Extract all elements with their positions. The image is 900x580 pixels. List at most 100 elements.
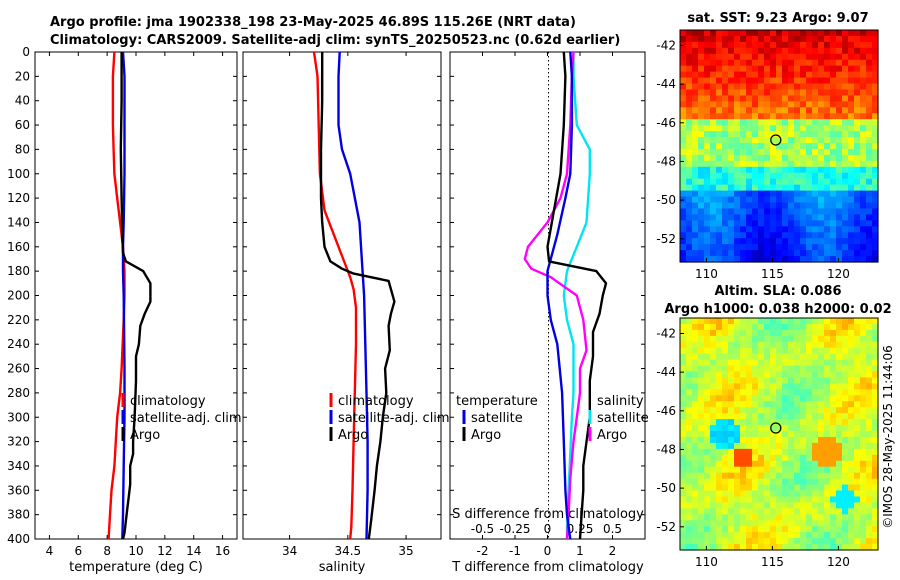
heatmap-cell xyxy=(842,460,849,468)
heatmap-cell xyxy=(692,436,699,444)
heatmap-cell xyxy=(686,347,693,355)
heatmap-cell xyxy=(698,335,705,343)
heatmap-cell xyxy=(806,113,813,120)
heatmap-cell xyxy=(692,502,699,509)
heatmap-cell xyxy=(776,377,783,385)
heatmap-cell xyxy=(716,502,723,509)
heatmap-cell xyxy=(842,407,849,414)
heatmap-cell xyxy=(860,318,867,325)
heatmap-cell xyxy=(800,226,807,233)
heatmap-cell xyxy=(854,47,861,55)
heatmap-cell xyxy=(854,395,861,402)
heatmap-cell xyxy=(740,250,747,257)
heatmap-cell xyxy=(866,419,873,426)
heatmap-cell xyxy=(836,238,843,245)
heatmap-cell xyxy=(782,472,789,480)
heatmap-cell xyxy=(770,508,777,515)
heatmap-cell xyxy=(680,59,687,67)
heatmap-cell xyxy=(866,371,873,379)
heatmap-cell xyxy=(710,143,717,150)
heatmap-cell xyxy=(830,83,837,91)
heatmap-cell xyxy=(800,35,807,43)
heatmap-cell xyxy=(818,208,825,216)
heatmap-cell xyxy=(746,359,753,367)
heatmap-cell xyxy=(866,442,873,450)
heatmap-cell xyxy=(734,496,741,504)
heatmap-cell xyxy=(776,431,783,438)
heatmap-cell xyxy=(794,107,801,114)
heatmap-cell xyxy=(722,30,729,37)
heatmap-cell xyxy=(758,431,765,438)
heatmap-cell xyxy=(854,532,861,539)
heatmap-cell xyxy=(806,520,813,527)
heatmap-cell xyxy=(794,77,801,85)
heatmap-cell xyxy=(698,407,705,414)
heatmap-cell xyxy=(680,238,687,245)
heatmap-cell xyxy=(740,413,747,420)
heatmap-cell xyxy=(680,544,687,551)
heatmap-cell xyxy=(824,238,831,245)
heatmap-cell xyxy=(788,413,795,420)
heatmap-cell xyxy=(860,538,867,545)
heatmap-cell xyxy=(800,83,807,91)
heatmap-cell xyxy=(818,425,825,432)
heatmap-cell xyxy=(812,95,819,102)
heatmap-cell xyxy=(704,59,711,67)
heatmap-cell xyxy=(788,47,795,55)
heatmap-cell xyxy=(848,35,855,43)
heatmap-cell xyxy=(692,160,699,168)
heatmap-cell xyxy=(698,59,705,67)
heatmap-cell xyxy=(692,514,699,521)
heatmap-cell xyxy=(800,329,807,337)
heatmap-cell xyxy=(776,131,783,138)
heatmap-cell xyxy=(728,137,735,144)
heatmap-cell xyxy=(698,35,705,43)
heatmap-cell xyxy=(842,371,849,379)
heatmap-cell xyxy=(794,101,801,108)
heatmap-cell xyxy=(806,125,813,132)
heatmap-cell xyxy=(776,166,783,174)
heatmap-cell xyxy=(806,30,813,37)
heatmap-cell xyxy=(824,532,831,539)
heatmap-cell xyxy=(698,83,705,91)
heatmap-cell xyxy=(764,202,771,210)
heatmap-cell xyxy=(680,250,687,257)
y-tick-label: 60 xyxy=(15,118,30,132)
heatmap-cell xyxy=(734,113,741,120)
heatmap-cell xyxy=(698,244,705,251)
sst-map-heatmap xyxy=(680,30,879,263)
heatmap-cell xyxy=(728,214,735,221)
difference-top-axis-label: S difference from climatology xyxy=(452,507,644,522)
heatmap-cell xyxy=(740,226,747,233)
heatmap-cell xyxy=(722,83,729,91)
heatmap-cell xyxy=(806,190,813,198)
heatmap-cell xyxy=(806,89,813,97)
y-tick-label: 160 xyxy=(7,240,30,254)
heatmap-cell xyxy=(812,425,819,432)
heatmap-cell xyxy=(776,160,783,168)
heatmap-cell xyxy=(680,431,687,438)
series-line-t-satellite xyxy=(546,52,574,539)
heatmap-cell xyxy=(782,95,789,102)
heatmap-cell xyxy=(818,77,825,85)
heatmap-cell xyxy=(800,208,807,216)
heatmap-cell xyxy=(734,323,741,331)
heatmap-cell xyxy=(770,119,777,126)
heatmap-cell xyxy=(686,214,693,221)
heatmap-cell xyxy=(860,365,867,373)
heatmap-cell xyxy=(770,30,777,37)
heatmap-cell xyxy=(710,466,717,474)
heatmap-cell xyxy=(722,323,729,331)
heatmap-cell xyxy=(740,407,747,414)
heatmap-cell xyxy=(692,30,699,37)
heatmap-cell xyxy=(776,214,783,221)
heatmap-cell xyxy=(716,71,723,79)
heatmap-cell xyxy=(710,448,717,456)
heatmap-cell xyxy=(704,353,711,361)
heatmap-cell xyxy=(836,460,843,468)
y-tick-label: 80 xyxy=(15,142,30,156)
heatmap-cell xyxy=(794,407,801,414)
heatmap-cell xyxy=(824,520,831,527)
heatmap-cell xyxy=(782,101,789,108)
heatmap-cell xyxy=(752,166,759,174)
